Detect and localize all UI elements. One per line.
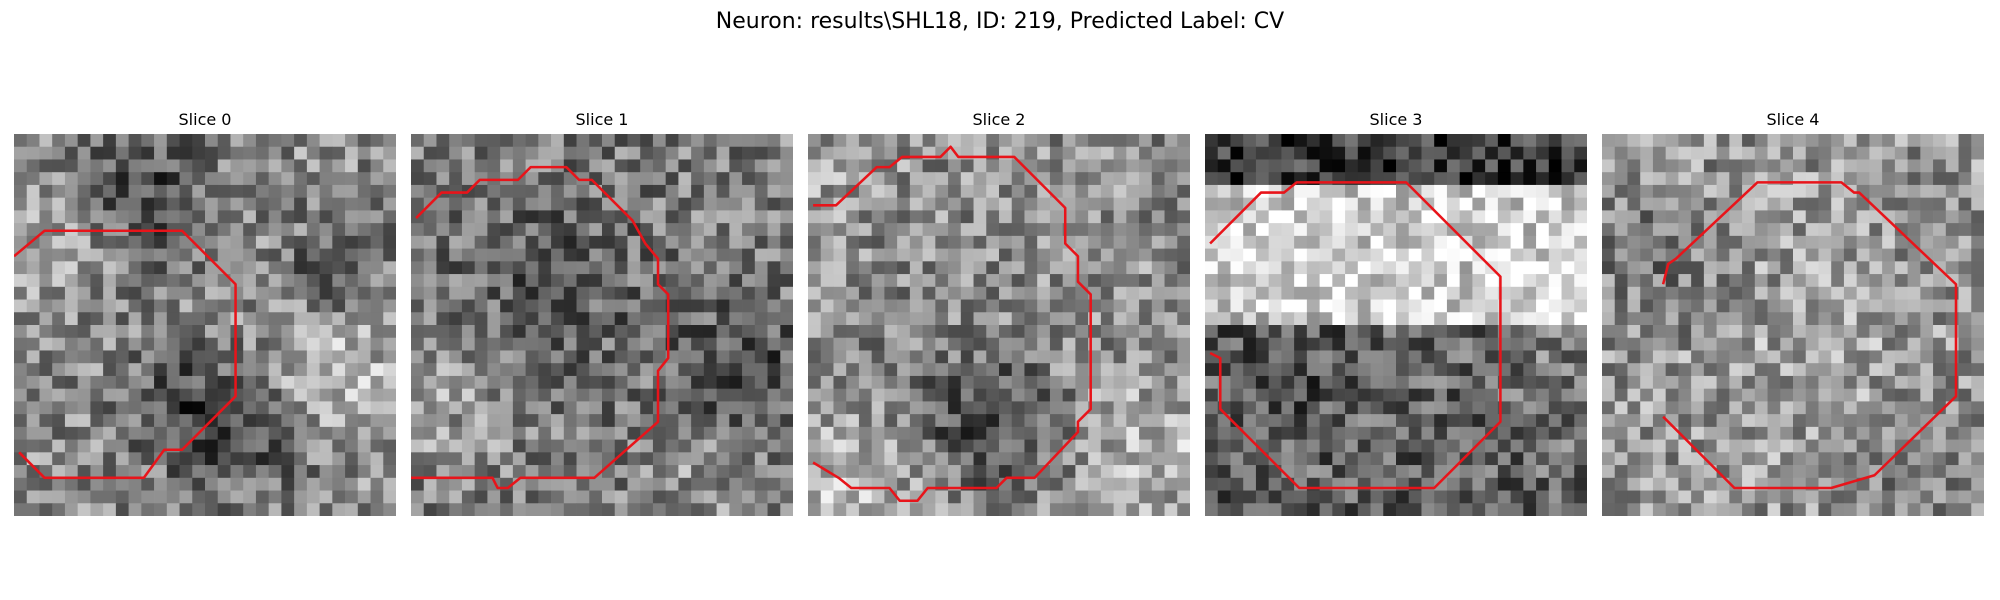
pixel-texture [808, 134, 1190, 516]
roi-contour-line [1209, 181, 1502, 490]
slice-title-4: Slice 4 [1766, 110, 1820, 129]
pixel-texture [1602, 134, 1984, 516]
slice-title-1: Slice 1 [575, 110, 629, 129]
pixel-texture [411, 134, 793, 516]
slice-title-2: Slice 2 [972, 110, 1026, 129]
pixel-texture [1205, 134, 1587, 516]
slice-image-1 [411, 134, 793, 516]
slice-image-4 [1602, 134, 1984, 516]
slice-image-0 [14, 134, 396, 516]
slice-title-0: Slice 0 [178, 110, 232, 129]
slice-image-3 [1205, 134, 1587, 516]
slice-image-2 [808, 134, 1190, 516]
roi-contour-line [812, 145, 1092, 502]
roi-contour-line [1661, 181, 1958, 490]
roi-contour-line [411, 165, 670, 490]
roi-contour-line [14, 229, 237, 480]
figure-title: Neuron: results\SHL18, ID: 219, Predicte… [715, 9, 1285, 34]
slice-title-3: Slice 3 [1369, 110, 1423, 129]
pixel-texture [14, 134, 396, 516]
